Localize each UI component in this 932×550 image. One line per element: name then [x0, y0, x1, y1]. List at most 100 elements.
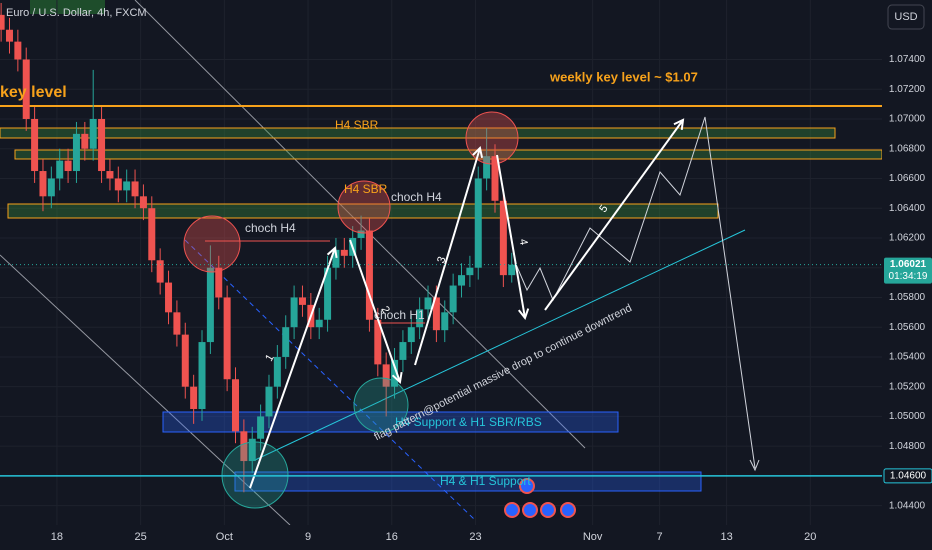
candle-body — [441, 312, 449, 331]
candle-body — [424, 297, 432, 310]
last-price-label: 1.06021 — [890, 259, 927, 270]
annotation: 1 — [263, 352, 276, 363]
event-icon — [522, 502, 538, 518]
candle-body — [416, 309, 424, 328]
annotation: H4 Support & H1 SBR/RBS — [395, 415, 542, 429]
last-price-box — [884, 257, 932, 284]
candle-body — [483, 156, 491, 179]
candle-body — [399, 342, 407, 360]
arrow-head — [472, 146, 484, 158]
candle-body — [0, 14, 5, 30]
y-tick-label: 1.04800 — [889, 441, 926, 452]
candle-body — [173, 312, 181, 335]
y-tick-label: 1.07400 — [889, 54, 926, 65]
annotation: H4 SBR — [344, 182, 388, 196]
trend-line — [184, 239, 476, 521]
candle-body — [14, 41, 22, 60]
candle-body — [181, 334, 189, 387]
candle-body — [72, 133, 80, 172]
candle-body — [391, 359, 399, 387]
candle-body — [332, 249, 340, 268]
flag-trend-line — [254, 229, 746, 461]
projection-path — [514, 116, 756, 469]
x-tick-label: 7 — [657, 531, 663, 543]
candle-body — [458, 275, 466, 286]
arrow-head — [326, 246, 338, 259]
currency: USD — [894, 11, 917, 23]
trend-line — [134, 0, 586, 449]
header-box — [30, 0, 105, 14]
candle-body — [31, 118, 39, 172]
y-tick-label: 1.04400 — [889, 500, 926, 511]
candle-body — [324, 267, 332, 320]
x-tick-label: Oct — [216, 531, 233, 543]
annotation: 5 — [597, 203, 610, 215]
annotation: choch H4 — [391, 190, 442, 204]
y-tick-label: 1.05200 — [889, 381, 926, 392]
candle-body — [165, 282, 173, 313]
chart-title: Euro / U.S. Dollar, 4h, FXCM — [6, 7, 147, 19]
wave-arrow — [544, 119, 684, 311]
candle-body — [466, 267, 474, 276]
wave-arrow — [414, 147, 481, 366]
candle-body — [114, 178, 122, 191]
x-tick-label: 9 — [305, 531, 311, 543]
event-icon — [540, 502, 556, 518]
highlight-circle — [353, 377, 409, 433]
y-tick-label: 1.05800 — [889, 292, 926, 303]
candle-body — [131, 181, 139, 197]
annotation: H4 & H1 Support — [440, 474, 531, 488]
annotation: H4 SBR — [335, 118, 379, 132]
arrow-head — [391, 371, 403, 384]
x-tick-label: 16 — [386, 531, 398, 543]
candle-body — [357, 230, 365, 238]
candle-body — [499, 200, 507, 276]
candle-body — [156, 260, 164, 283]
candle-body — [257, 416, 265, 439]
price-line-label: 1.04600 — [890, 471, 927, 482]
candle-body — [474, 178, 482, 268]
candle-body — [22, 59, 30, 119]
candle-body — [491, 156, 499, 201]
currency-box[interactable] — [887, 4, 925, 30]
event-icon — [519, 478, 535, 494]
candle-body — [290, 297, 298, 328]
annotation: key level — [0, 84, 67, 101]
y-tick-label: 1.05600 — [889, 322, 926, 333]
candle-body — [98, 118, 106, 172]
candle-body — [148, 208, 156, 261]
candle-body — [206, 267, 214, 343]
candle-body — [248, 438, 256, 462]
y-tick-label: 1.06600 — [889, 173, 926, 184]
wave-arrow — [496, 154, 526, 319]
x-tick-label: 20 — [804, 531, 816, 543]
sbr-zone — [0, 127, 836, 139]
highlight-circle — [183, 215, 241, 273]
y-tick-label: 1.07200 — [889, 84, 926, 95]
annotation: 2 — [378, 304, 391, 315]
price-line-box — [883, 468, 932, 484]
annotation: 3 — [435, 255, 448, 265]
candle-body — [81, 133, 89, 149]
wave-arrow — [349, 239, 401, 383]
candle-body — [56, 160, 64, 179]
event-icon — [560, 502, 576, 518]
annotation: weekly key level ~ $1.07 — [549, 69, 698, 84]
candle-body — [382, 364, 390, 387]
candle-body — [198, 342, 206, 409]
candle-body — [282, 327, 290, 357]
candle-body — [39, 171, 47, 197]
x-tick-label: 23 — [469, 531, 481, 543]
highlight-circle — [337, 180, 391, 234]
candle-body — [231, 379, 239, 432]
support-zone — [162, 411, 619, 433]
y-tick-label: 1.06400 — [889, 203, 926, 214]
annotation: 4 — [517, 238, 530, 246]
y-tick-label: 1.05000 — [889, 411, 926, 422]
candle-body — [240, 431, 248, 462]
candle-body — [64, 160, 72, 172]
arrow-head — [518, 308, 530, 321]
arrow-head — [673, 118, 685, 131]
candle-body — [508, 264, 516, 276]
